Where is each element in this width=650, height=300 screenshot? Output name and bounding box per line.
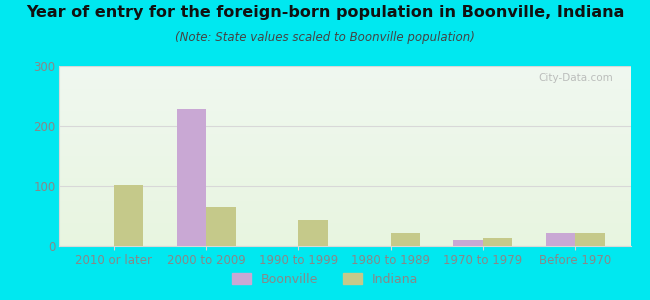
Bar — [114, 185, 144, 246]
Bar — [206, 207, 236, 246]
Bar — [483, 238, 512, 246]
Legend: Boonville, Indiana: Boonville, Indiana — [227, 268, 423, 291]
Bar — [298, 220, 328, 246]
Bar — [453, 240, 483, 246]
Bar — [575, 233, 604, 246]
Bar — [177, 109, 206, 246]
Bar — [391, 233, 420, 246]
Text: Year of entry for the foreign-born population in Boonville, Indiana: Year of entry for the foreign-born popul… — [26, 4, 624, 20]
Text: (Note: State values scaled to Boonville population): (Note: State values scaled to Boonville … — [175, 32, 475, 44]
Text: City-Data.com: City-Data.com — [539, 73, 614, 83]
Bar — [545, 233, 575, 246]
